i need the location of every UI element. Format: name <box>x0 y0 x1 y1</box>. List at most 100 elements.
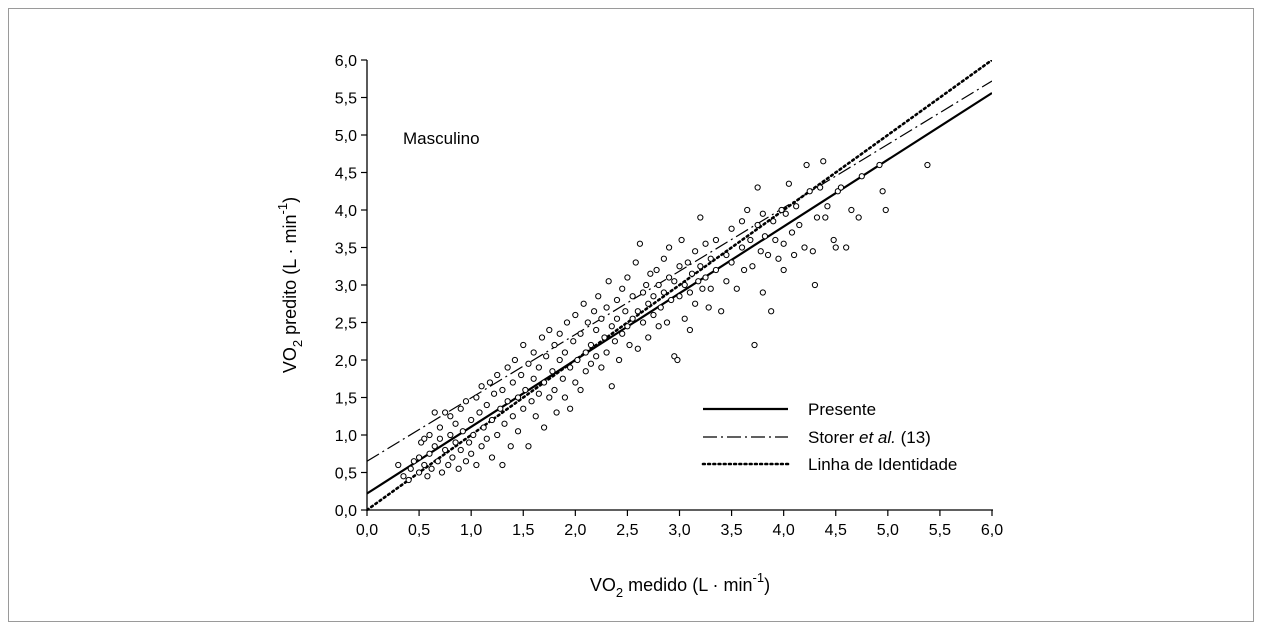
data-point <box>452 439 459 446</box>
data-point <box>817 184 824 191</box>
data-point <box>442 409 449 416</box>
data-point <box>855 214 862 221</box>
data-point <box>728 259 735 266</box>
data-point <box>832 244 839 251</box>
data-point <box>744 206 751 214</box>
data-point <box>655 281 662 289</box>
legend-storer-part-2: et al. <box>859 428 896 447</box>
data-point <box>647 270 654 277</box>
data-point <box>665 244 673 251</box>
data-point <box>476 409 483 416</box>
data-point <box>483 435 490 442</box>
data-point <box>759 210 766 217</box>
data-point <box>629 293 636 300</box>
data-point <box>462 398 470 405</box>
data-point <box>457 405 464 412</box>
data-point <box>712 236 720 244</box>
data-point <box>421 435 428 442</box>
data-point <box>686 289 694 296</box>
data-point <box>514 394 522 401</box>
data-point <box>603 304 610 311</box>
data-point <box>723 251 730 259</box>
annotation-masculino: Masculino <box>403 129 480 148</box>
data-point <box>593 326 600 334</box>
data-point <box>455 465 462 472</box>
data-point <box>478 443 485 450</box>
y-tick-label: 3,0 <box>335 278 357 295</box>
data-point <box>740 266 748 274</box>
data-point <box>626 341 633 349</box>
data-point <box>436 424 444 431</box>
data-point <box>837 184 845 191</box>
data-point <box>457 446 464 454</box>
data-point <box>431 409 438 416</box>
data-point <box>615 356 623 364</box>
data-point <box>624 323 631 330</box>
data-point <box>431 443 438 450</box>
data-point <box>665 274 673 281</box>
data-point <box>660 289 667 296</box>
data-point <box>421 461 428 469</box>
y-axis-label: VO2 predito (L · min-1) <box>275 197 305 373</box>
data-point <box>768 308 775 315</box>
data-point <box>645 300 652 307</box>
data-point <box>447 431 454 439</box>
data-point <box>497 405 504 412</box>
data-point <box>532 413 539 420</box>
data-point <box>540 379 548 386</box>
data-point <box>655 323 662 330</box>
data-point <box>593 353 600 360</box>
data-point <box>407 465 414 472</box>
data-point <box>688 270 696 277</box>
data-point <box>681 315 688 322</box>
data-point <box>514 428 522 435</box>
data-point <box>650 293 657 300</box>
data-point <box>567 405 574 412</box>
data-point <box>459 428 466 435</box>
data-point <box>520 405 527 412</box>
x-label-main: medido (L · min <box>623 575 752 595</box>
data-point <box>788 229 796 236</box>
data-point <box>598 364 605 371</box>
x-tick-label: 4,0 <box>773 522 795 539</box>
data-point <box>465 439 473 446</box>
data-point <box>681 281 688 289</box>
x-tick-label: 0,5 <box>408 522 430 539</box>
data-point <box>634 308 641 315</box>
data-point <box>747 236 754 244</box>
data-point <box>428 465 435 472</box>
data-point <box>486 379 494 386</box>
x-tick-label: 0,0 <box>356 522 378 539</box>
data-point <box>405 476 412 484</box>
x-tick-label: 2,5 <box>616 522 638 539</box>
data-point <box>676 293 683 300</box>
data-point <box>438 469 446 476</box>
data-point <box>551 341 558 349</box>
data-point <box>843 244 850 251</box>
data-point <box>712 266 720 274</box>
data-point <box>582 368 589 375</box>
y-tick-label: 4,0 <box>335 203 357 220</box>
data-point <box>522 386 529 394</box>
data-point <box>494 431 501 439</box>
data-point <box>639 319 647 326</box>
data-point <box>478 383 485 390</box>
data-point <box>525 360 532 367</box>
data-point <box>572 379 579 386</box>
data-point <box>546 326 553 334</box>
data-point <box>551 386 558 394</box>
legend-label-presente: Presente <box>808 400 876 419</box>
x-axis-label: VO2 medido (L · min-1) <box>590 570 770 600</box>
data-point <box>707 285 714 292</box>
data-point <box>447 413 454 420</box>
series-line-storer <box>367 80 992 462</box>
data-point <box>629 315 636 322</box>
data-point <box>608 383 615 390</box>
data-point <box>590 308 598 315</box>
y-tick-label: 2,0 <box>335 353 357 370</box>
data-point <box>636 240 644 247</box>
data-point <box>546 394 553 401</box>
data-point <box>728 225 735 232</box>
data-point <box>499 386 506 394</box>
data-point <box>668 296 675 304</box>
